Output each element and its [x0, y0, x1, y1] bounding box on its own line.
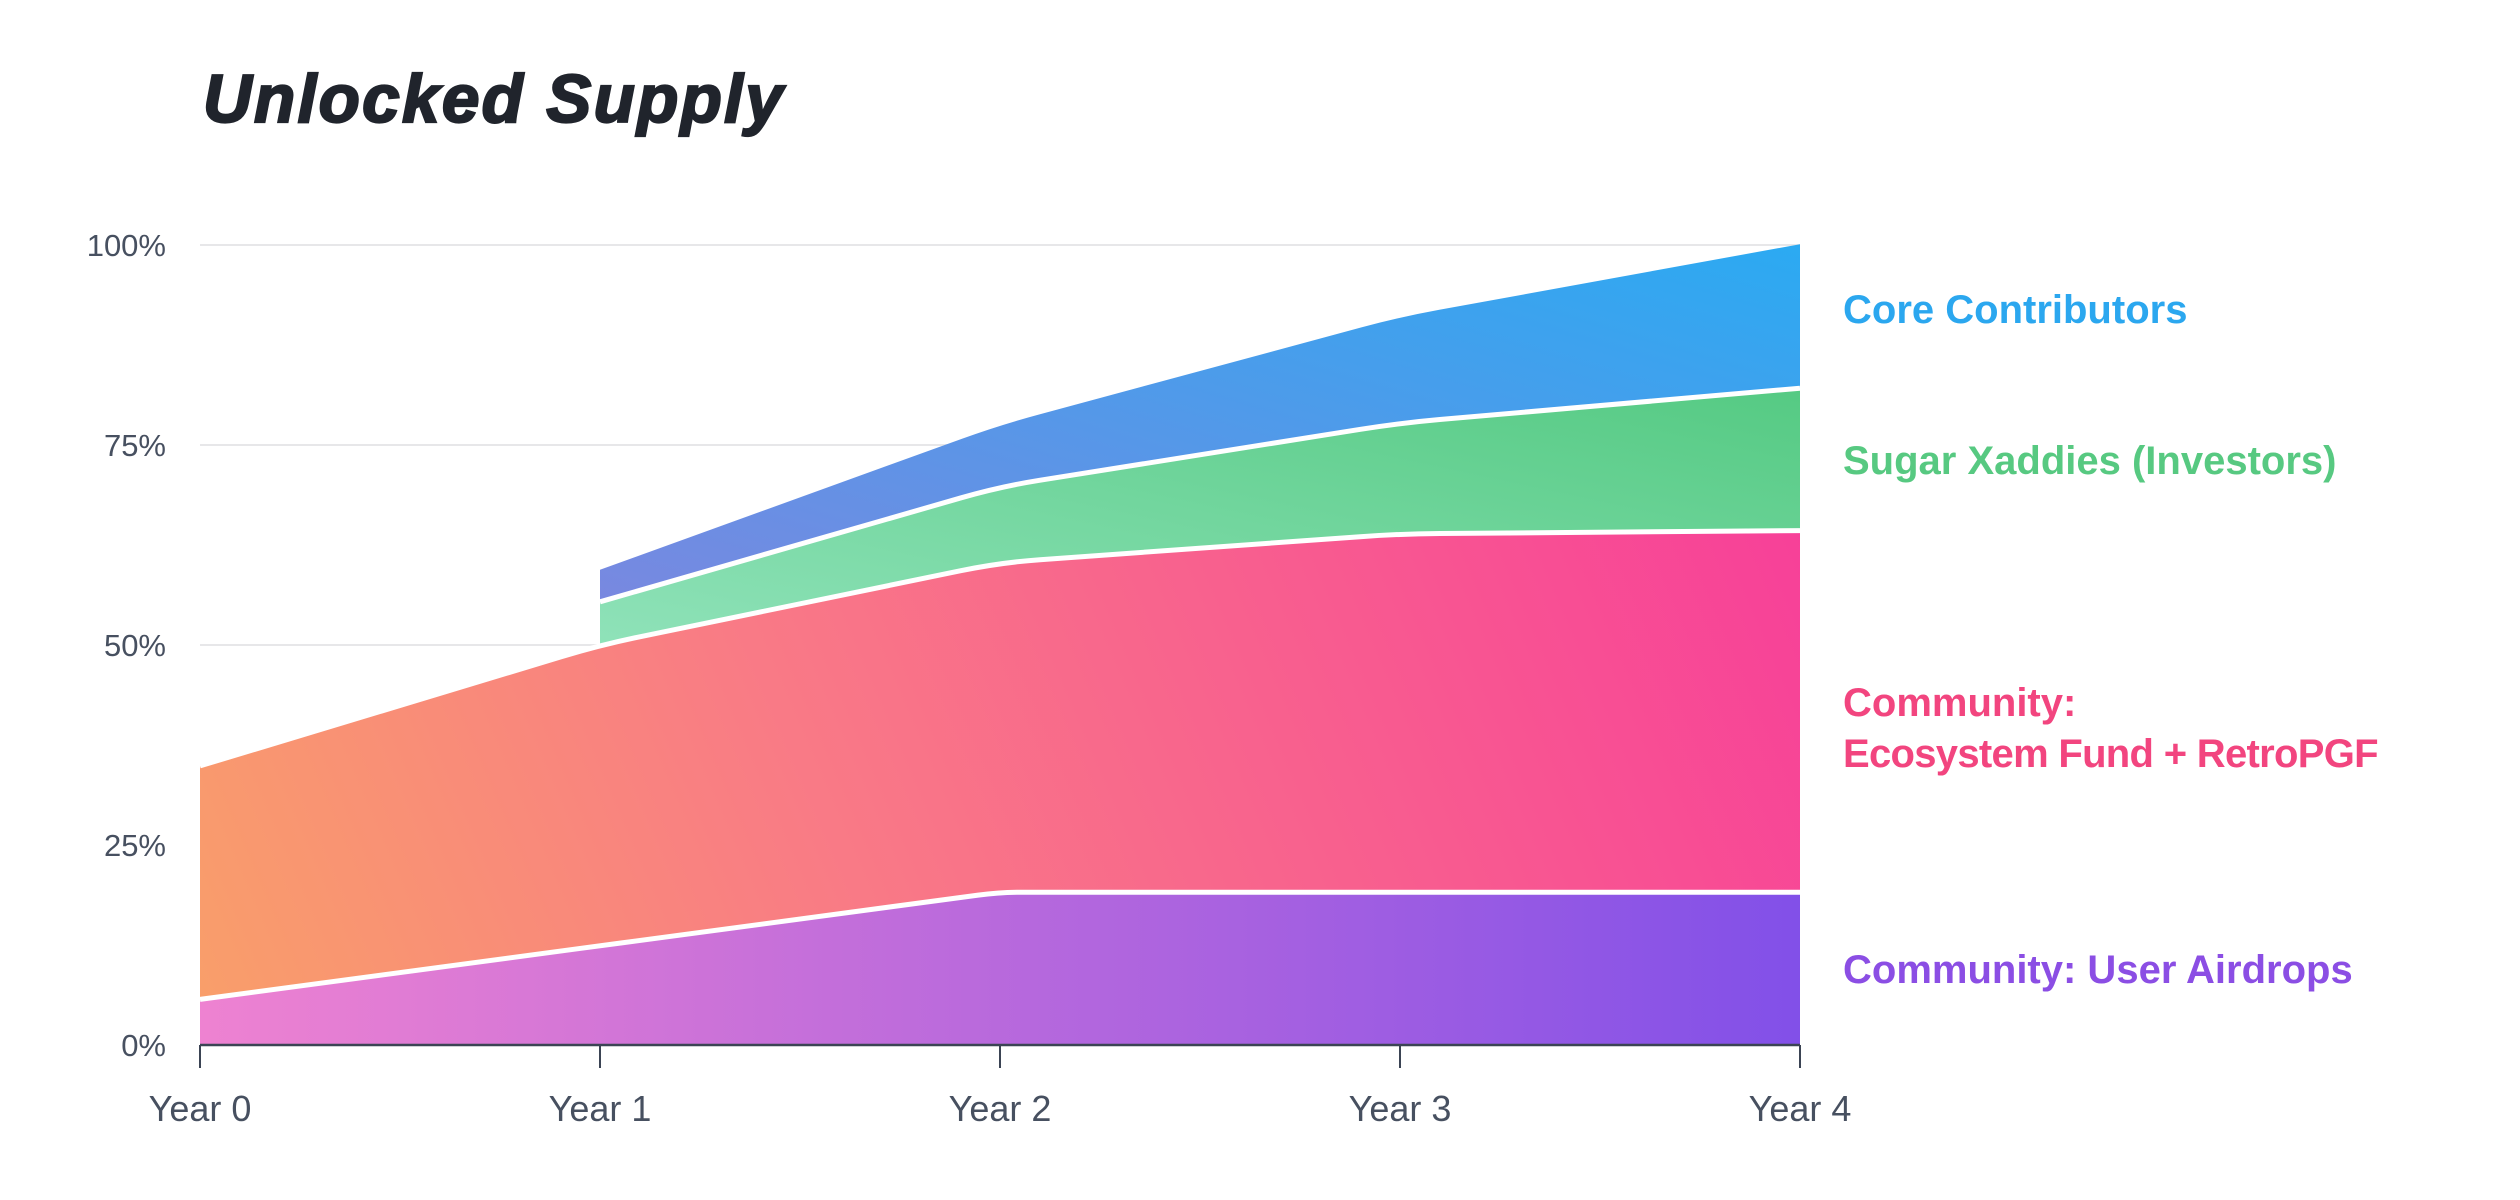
svg-text:75%: 75% — [104, 428, 166, 463]
svg-text:Year 4: Year 4 — [1749, 1088, 1852, 1129]
svg-text:Year 1: Year 1 — [549, 1088, 652, 1129]
svg-text:50%: 50% — [104, 628, 166, 663]
svg-text:0%: 0% — [121, 1028, 166, 1063]
svg-text:Community: User Airdrops: Community: User Airdrops — [1843, 948, 2353, 992]
svg-text:Sugar Xaddies (Investors): Sugar Xaddies (Investors) — [1843, 439, 2336, 483]
svg-text:Year 3: Year 3 — [1349, 1088, 1452, 1129]
svg-text:Core Contributors: Core Contributors — [1843, 288, 2187, 332]
svg-text:25%: 25% — [104, 828, 166, 863]
svg-text:Ecosystem Fund + RetroPGF: Ecosystem Fund + RetroPGF — [1843, 732, 2378, 776]
svg-text:Year 2: Year 2 — [949, 1088, 1052, 1129]
svg-text:100%: 100% — [87, 228, 166, 263]
svg-text:Year 0: Year 0 — [149, 1088, 252, 1129]
svg-text:Community:: Community: — [1843, 681, 2076, 725]
svg-text:Unlocked Supply: Unlocked Supply — [203, 62, 786, 137]
